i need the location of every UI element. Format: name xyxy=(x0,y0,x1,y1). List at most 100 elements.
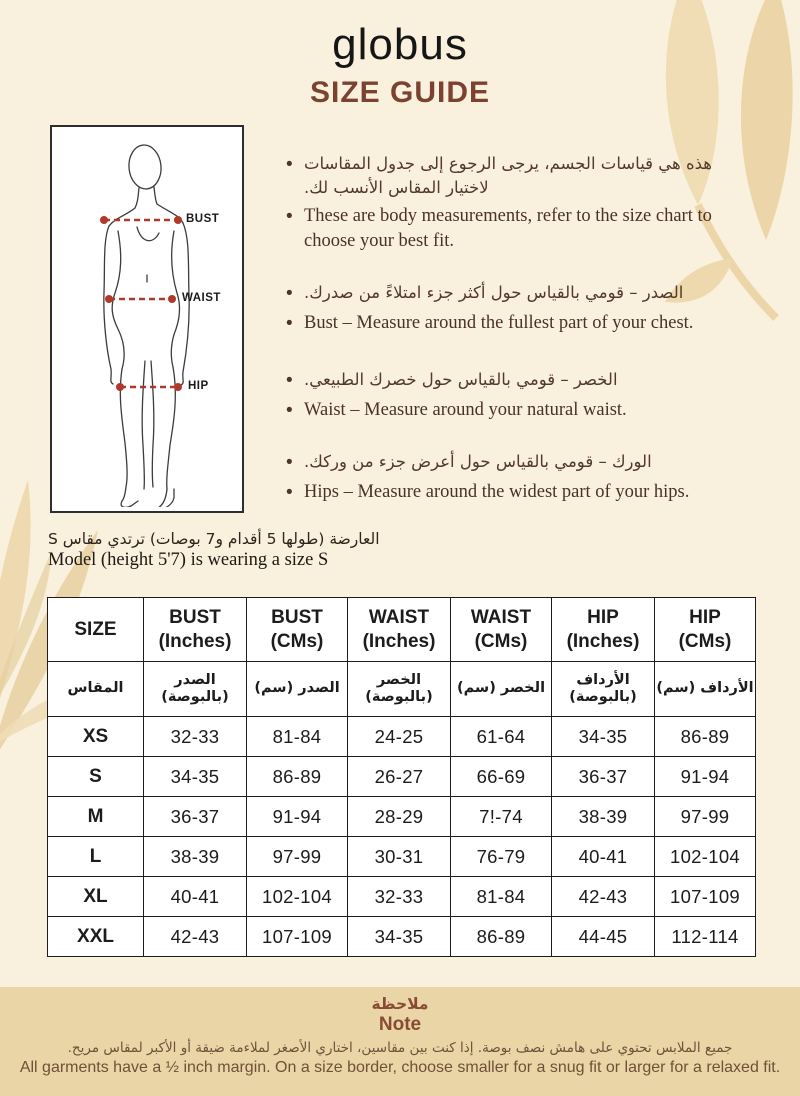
cell: 38-39 xyxy=(143,836,247,877)
column-header-bust-cms-ar: الصدر (سم) xyxy=(246,661,348,717)
bullet-icon: • xyxy=(286,312,293,334)
list-item: • الورك – قومي بالقياس حول أعرض جزء من و… xyxy=(286,450,744,476)
cell: 81-84 xyxy=(246,716,348,757)
cell: 24-25 xyxy=(347,716,451,757)
cell: 66-69 xyxy=(450,756,552,797)
instruction-text-english: Waist – Measure around your natural wais… xyxy=(304,399,627,420)
bullet-icon: • xyxy=(286,370,293,391)
bullet-icon: • xyxy=(286,481,293,503)
list-item: • الصدر – قومي بالقياس حول أكثر جزء امتل… xyxy=(286,281,744,307)
cell: 36-37 xyxy=(143,796,247,837)
cell: 107-109 xyxy=(654,876,756,917)
column-header-hip-cms-ar: الأرداف (سم) xyxy=(654,661,756,717)
bullet-icon: • xyxy=(286,452,293,473)
instruction-text-arabic: الصدر – قومي بالقياس حول أكثر جزء امتلاء… xyxy=(304,283,684,302)
cell: 7!-74 xyxy=(450,796,552,837)
bust-label: BUST xyxy=(186,213,220,225)
instruction-group-waist: • الخصر – قومي بالقياس حول خصرك الطبيعي.… xyxy=(286,368,744,427)
cell: 34-35 xyxy=(143,756,247,797)
cell: 81-84 xyxy=(450,876,552,917)
cell: 76-79 xyxy=(450,836,552,877)
column-header-hip-cms: HIP (CMs) xyxy=(654,597,756,662)
brand-logo: globus xyxy=(332,20,468,69)
column-header-bust-cms: BUST (CMs) xyxy=(246,597,348,662)
list-item: • These are body measurements, refer to … xyxy=(286,204,744,254)
size-cell: S xyxy=(47,756,144,797)
table-header-row-arabic: المقاس الصدر (بالبوصة) الصدر (سم) الخصر (ب… xyxy=(47,661,756,717)
body-measurement-diagram: BUST WAIST HIP xyxy=(50,125,244,513)
cell: 86-89 xyxy=(654,716,756,757)
bullet-icon: • xyxy=(286,283,293,304)
cell: 107-109 xyxy=(246,916,348,957)
cell: 102-104 xyxy=(654,836,756,877)
waist-label: WAIST xyxy=(182,292,221,304)
list-item: • الخصر – قومي بالقياس حول خصرك الطبيعي. xyxy=(286,368,744,394)
size-chart-table: SIZE BUST (Inches) BUST (CMs) WAIST (Inches… xyxy=(47,597,756,957)
column-header-size-ar: المقاس xyxy=(47,661,144,717)
column-header-waist-cms: WAIST (CMs) xyxy=(450,597,552,662)
table-row-xxl: XXL 42-43 107-109 34-35 86-89 44-45 112-… xyxy=(47,916,756,957)
list-item: • هذه هي قياسات الجسم، يرجى الرجوع إلى ج… xyxy=(286,152,744,200)
note-body-english: All garments have a ½ inch margin. On a … xyxy=(19,1059,781,1076)
table-row-xs: XS 32-33 81-84 24-25 61-64 34-35 86-89 xyxy=(47,716,756,757)
cell: 112-114 xyxy=(654,916,756,957)
model-note-arabic: العارضة (طولها 5 أقدام و7 بوصات) ترتدي م… xyxy=(48,530,380,548)
cell: 28-29 xyxy=(347,796,451,837)
table-row-m: M 36-37 91-94 28-29 7!-74 38-39 97-99 xyxy=(47,796,756,837)
instruction-group-bust: • الصدر – قومي بالقياس حول أكثر جزء امتل… xyxy=(286,281,744,340)
note-body-arabic: جميع الملابس تحتوي على هامش نصف بوصة. إذ… xyxy=(67,1040,733,1056)
instruction-text-arabic: الخصر – قومي بالقياس حول خصرك الطبيعي. xyxy=(304,370,618,389)
cell: 91-94 xyxy=(654,756,756,797)
cell: 26-27 xyxy=(347,756,451,797)
cell: 36-37 xyxy=(551,756,655,797)
cell: 38-39 xyxy=(551,796,655,837)
size-cell: M xyxy=(47,796,144,837)
cell: 97-99 xyxy=(246,836,348,877)
table-row-xl: XL 40-41 102-104 32-33 81-84 42-43 107-1… xyxy=(47,876,756,917)
cell: 42-43 xyxy=(143,916,247,957)
column-header-waist-inches: WAIST (Inches) xyxy=(347,597,451,662)
cell: 97-99 xyxy=(654,796,756,837)
bullet-icon: • xyxy=(286,154,293,175)
cell: 30-31 xyxy=(347,836,451,877)
size-cell: L xyxy=(47,836,144,877)
cell: 34-35 xyxy=(551,716,655,757)
table-header-row-english: SIZE BUST (Inches) BUST (CMs) WAIST (Inches… xyxy=(47,597,756,662)
list-item: • Hips – Measure around the widest part … xyxy=(286,480,744,506)
instruction-text-arabic: الورك – قومي بالقياس حول أعرض جزء من ورك… xyxy=(304,452,652,471)
cell: 40-41 xyxy=(143,876,247,917)
column-header-waist-cms-ar: الخصر (سم) xyxy=(450,661,552,717)
cell: 61-64 xyxy=(450,716,552,757)
cell: 102-104 xyxy=(246,876,348,917)
cell: 40-41 xyxy=(551,836,655,877)
size-cell: XXL xyxy=(47,916,144,957)
page-title: SIZE GUIDE xyxy=(309,76,491,109)
model-size-note: العارضة (طولها 5 أقدام و7 بوصات) ترتدي م… xyxy=(48,530,468,571)
model-note-english: Model (height 5'7) is wearing a size S xyxy=(48,550,329,570)
column-header-bust-inches-ar: الصدر (بالبوصة) xyxy=(143,661,247,717)
body-figure-illustration xyxy=(100,144,190,507)
cell: 86-89 xyxy=(246,756,348,797)
cell: 34-35 xyxy=(347,916,451,957)
note-title-arabic: ملاحظة xyxy=(371,995,429,1013)
column-header-size: SIZE xyxy=(47,597,144,662)
column-header-hip-inches: HIP (Inches) xyxy=(551,597,655,662)
size-cell: XL xyxy=(47,876,144,917)
bullet-icon: • xyxy=(286,205,293,227)
instruction-text-english: These are body measurements, refer to th… xyxy=(304,205,712,251)
instruction-text-english: Bust – Measure around the fullest part o… xyxy=(304,312,694,333)
note-section: ملاحظة Note جميع الملابس تحتوي على هامش … xyxy=(0,987,800,1096)
column-header-waist-inches-ar: الخصر (بالبوصة) xyxy=(347,661,451,717)
cell: 44-45 xyxy=(551,916,655,957)
instruction-text-arabic: هذه هي قياسات الجسم، يرجى الرجوع إلى جدو… xyxy=(304,154,713,197)
table-row-s: S 34-35 86-89 26-27 66-69 36-37 91-94 xyxy=(47,756,756,797)
cell: 42-43 xyxy=(551,876,655,917)
cell: 91-94 xyxy=(246,796,348,837)
bullet-icon: • xyxy=(286,399,293,421)
column-header-bust-inches: BUST (Inches) xyxy=(143,597,247,662)
column-header-hip-inches-ar: الأرداف (بالبوصة) xyxy=(551,661,655,717)
note-title-english: Note xyxy=(378,1014,422,1035)
cell: 86-89 xyxy=(450,916,552,957)
instruction-text-english: Hips – Measure around the widest part of… xyxy=(304,481,690,502)
